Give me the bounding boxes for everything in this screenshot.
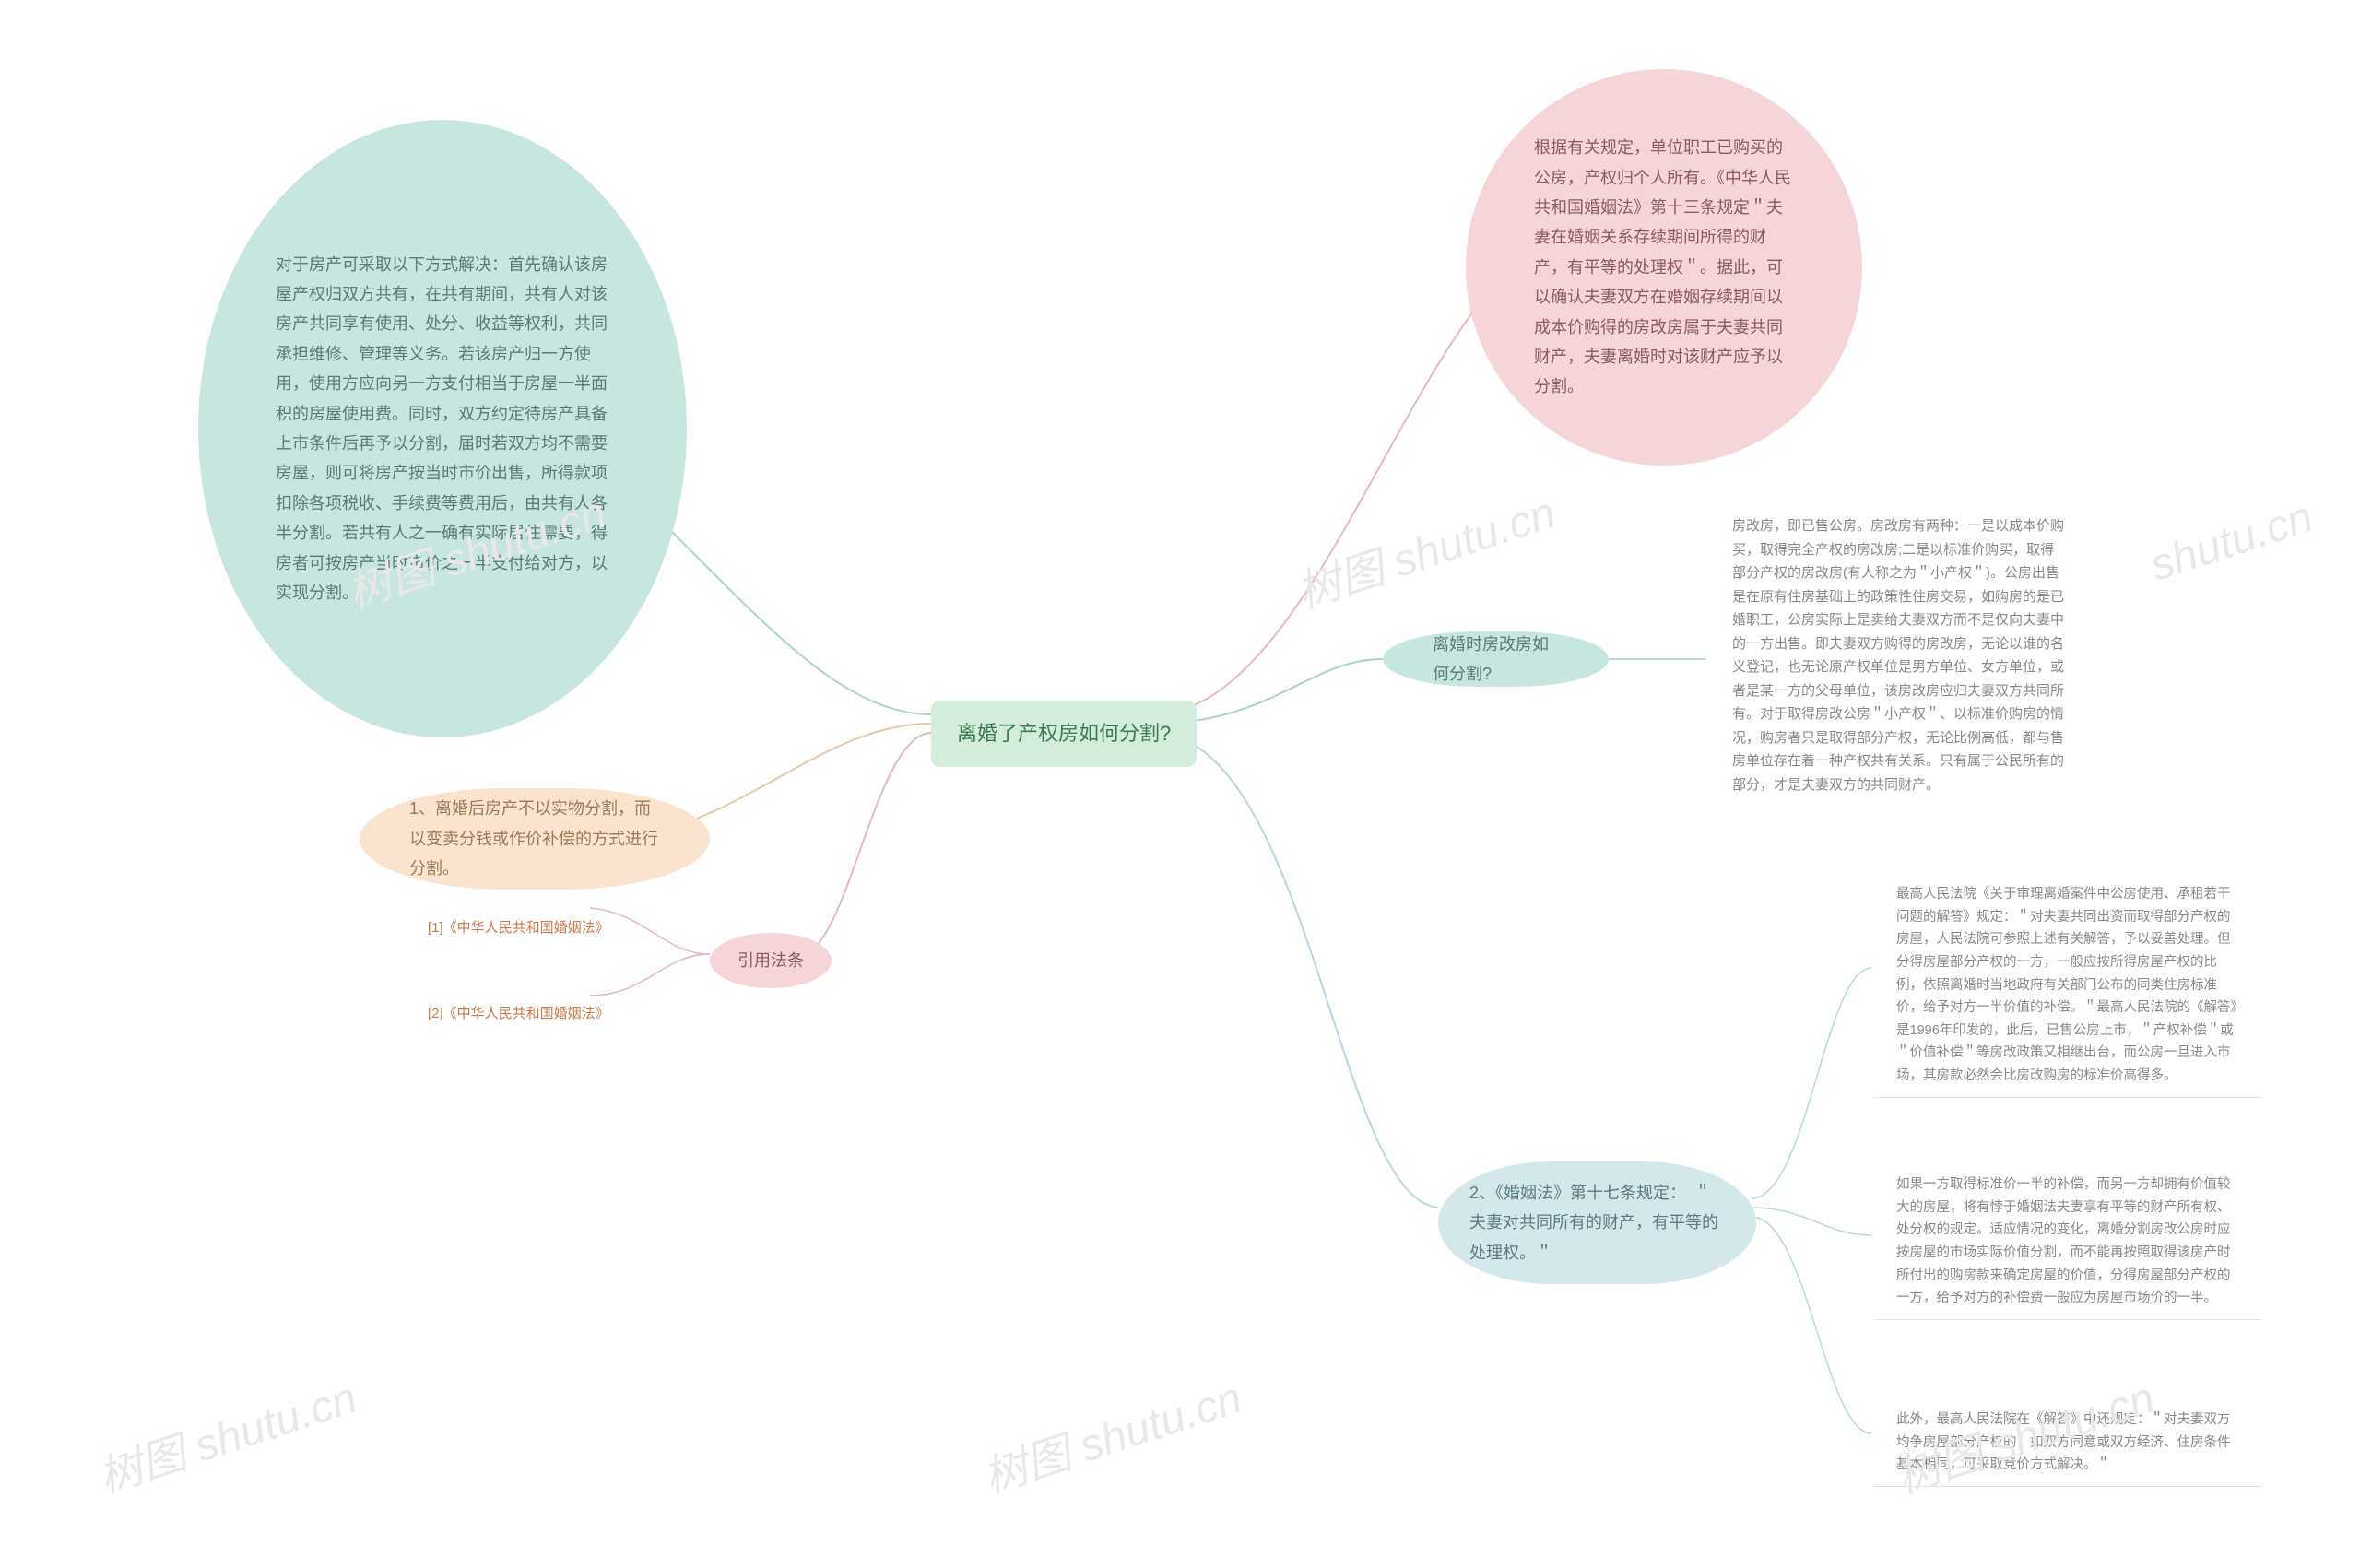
node-regulation[interactable]: 根据有关规定，单位职工已购买的公房，产权归个人所有。《中华人民共和国婚姻法》第十… [1466, 69, 1862, 466]
node-court-answer-1: 最高人民法院《关于审理离婚案件中公房使用、承租若干问题的解答》规定：＂对夫妻共同… [1874, 867, 2261, 1098]
node-court-answer-2: 如果一方取得标准价一半的补偿，而另一方却拥有价值较大的房屋，将有悖于婚姻法夫妻享… [1874, 1157, 2261, 1320]
watermark: shutu.cn [2144, 491, 2319, 591]
root-node[interactable]: 离婚了产权房如何分割? [931, 701, 1197, 767]
node-citations[interactable]: 引用法条 [710, 933, 832, 988]
node-law17[interactable]: 2、《婚姻法》第十七条规定： ＂夫妻对共同所有的财产，有平等的处理权。＂ [1438, 1161, 1756, 1284]
node-regulation-text: 根据有关规定，单位职工已购买的公房，产权归个人所有。《中华人民共和国婚姻法》第十… [1488, 105, 1840, 430]
watermark: 树图 shutu.cn [88, 1362, 363, 1505]
node-court-answer-3: 此外，最高人民法院在《解答》中还规定：＂对夫妻双方均争房屋部分产权的，如双方同意… [1874, 1392, 2261, 1487]
node-point1-text: 1、离婚后房产不以实物分割，而以变卖分钱或作价补偿的方式进行分割。 [382, 784, 688, 892]
root-label: 离婚了产权房如何分割? [957, 722, 1171, 745]
watermark: 树图 shutu.cn [974, 1362, 1248, 1505]
node-citations-label: 引用法条 [738, 946, 804, 975]
citation-ref-1[interactable]: [1]《中华人民共和国婚姻法》 [406, 899, 631, 957]
node-property-solution[interactable]: 对于房产可采取以下方式解决：首先确认该房屋产权归双方共有，在共有期间，共有人对该… [198, 120, 687, 737]
node-fanggaifang[interactable]: 离婚时房改房如何分割? [1383, 631, 1609, 687]
node-property-solution-text: 对于房产可采取以下方式解决：首先确认该房屋产权归双方共有，在共有期间，共有人对该… [220, 213, 665, 645]
citation-ref-2[interactable]: [2]《中华人民共和国婚姻法》 [406, 984, 631, 1043]
node-point1[interactable]: 1、离婚后房产不以实物分割，而以变卖分钱或作价补偿的方式进行分割。 [360, 788, 710, 890]
node-law17-text: 2、《婚姻法》第十七条规定： ＂夫妻对共同所有的财产，有平等的处理权。＂ [1469, 1178, 1725, 1267]
watermark: 树图 shutu.cn [1287, 477, 1562, 620]
node-fanggaifang-label: 离婚时房改房如何分割? [1405, 620, 1587, 699]
node-fanggaifang-detail: 房改房，即已售公房。房改房有两种：一是以成本价购买，取得完全产权的房改房;二是以… [1710, 498, 2088, 813]
